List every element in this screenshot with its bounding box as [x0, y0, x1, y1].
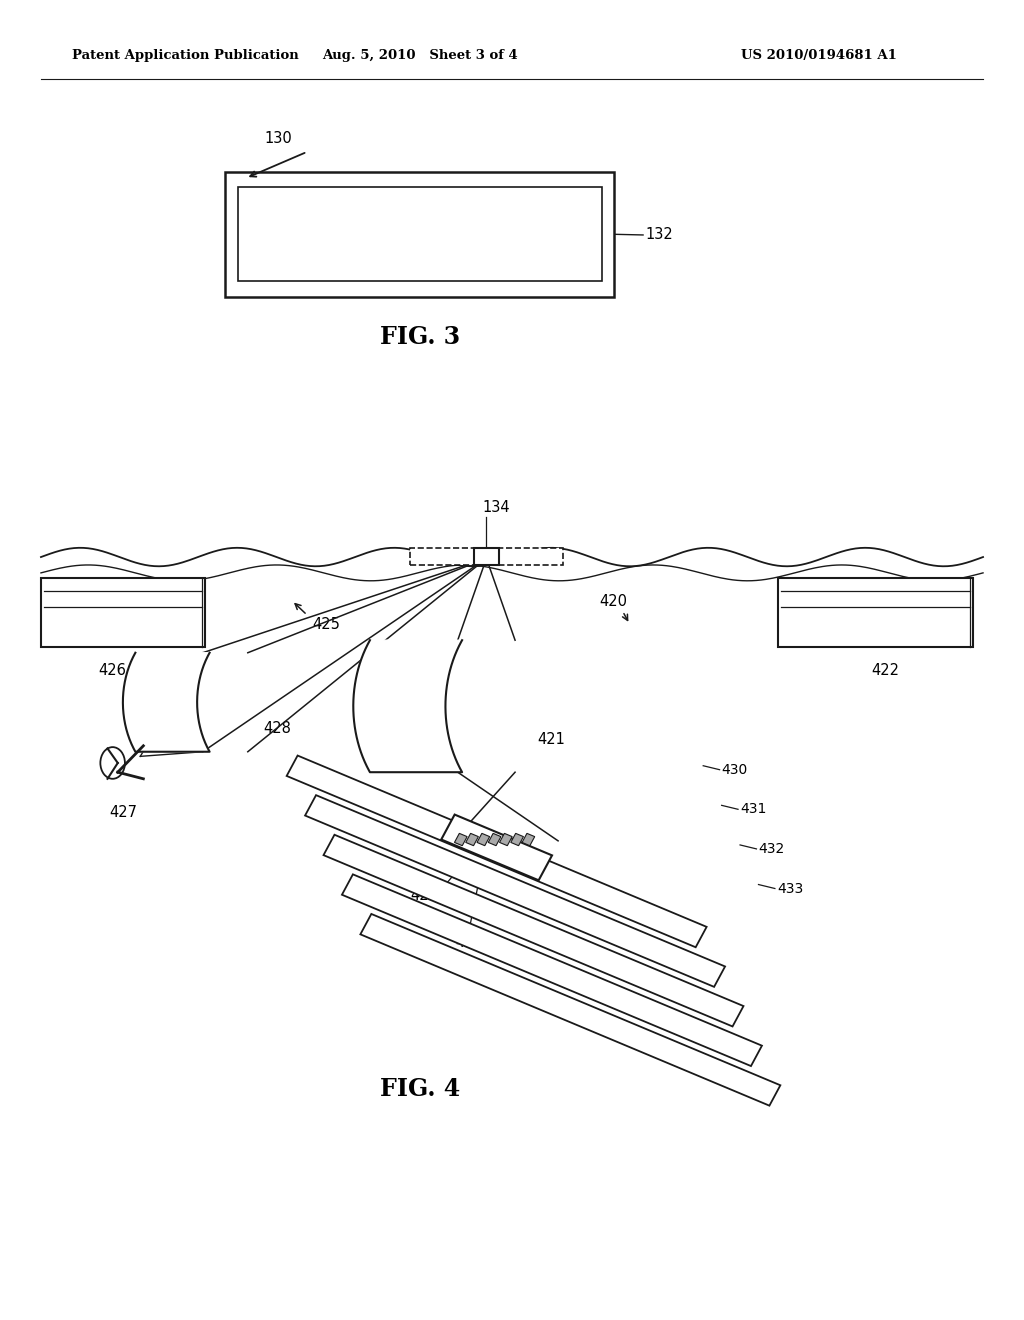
- Polygon shape: [287, 755, 707, 948]
- Polygon shape: [455, 833, 467, 846]
- Text: FIG. 3: FIG. 3: [380, 325, 460, 348]
- Polygon shape: [305, 795, 725, 987]
- Text: 431: 431: [740, 803, 766, 816]
- Polygon shape: [441, 814, 552, 880]
- Bar: [41, 578, 205, 647]
- Text: 426: 426: [98, 663, 127, 677]
- Text: 429: 429: [411, 888, 438, 903]
- Text: 422: 422: [871, 663, 900, 677]
- Text: 134: 134: [483, 500, 510, 515]
- Polygon shape: [500, 833, 512, 846]
- Text: 427: 427: [109, 805, 137, 820]
- Text: 420: 420: [599, 594, 627, 610]
- Text: 432: 432: [759, 842, 784, 855]
- Polygon shape: [353, 640, 462, 772]
- Polygon shape: [466, 833, 478, 846]
- Text: FIG. 4: FIG. 4: [380, 1077, 460, 1101]
- Bar: [238, 187, 602, 281]
- Polygon shape: [360, 913, 780, 1106]
- Text: 421: 421: [538, 731, 565, 747]
- Polygon shape: [324, 834, 743, 1027]
- Text: 434: 434: [456, 935, 482, 949]
- Text: 132: 132: [645, 227, 673, 243]
- Polygon shape: [488, 833, 501, 846]
- Polygon shape: [477, 833, 489, 846]
- Bar: [473, 548, 500, 565]
- Bar: [778, 578, 973, 647]
- Text: 130: 130: [264, 131, 292, 147]
- Text: 425: 425: [312, 616, 340, 632]
- Text: 433: 433: [777, 882, 803, 895]
- Polygon shape: [511, 833, 523, 846]
- Polygon shape: [342, 874, 762, 1067]
- Text: 428: 428: [264, 721, 292, 737]
- Text: US 2010/0194681 A1: US 2010/0194681 A1: [741, 49, 897, 62]
- Bar: [225, 172, 614, 297]
- Text: Aug. 5, 2010   Sheet 3 of 4: Aug. 5, 2010 Sheet 3 of 4: [322, 49, 518, 62]
- Polygon shape: [123, 652, 210, 751]
- Bar: [410, 548, 563, 565]
- Text: 430: 430: [722, 763, 748, 776]
- Text: Patent Application Publication: Patent Application Publication: [72, 49, 298, 62]
- Polygon shape: [522, 833, 535, 846]
